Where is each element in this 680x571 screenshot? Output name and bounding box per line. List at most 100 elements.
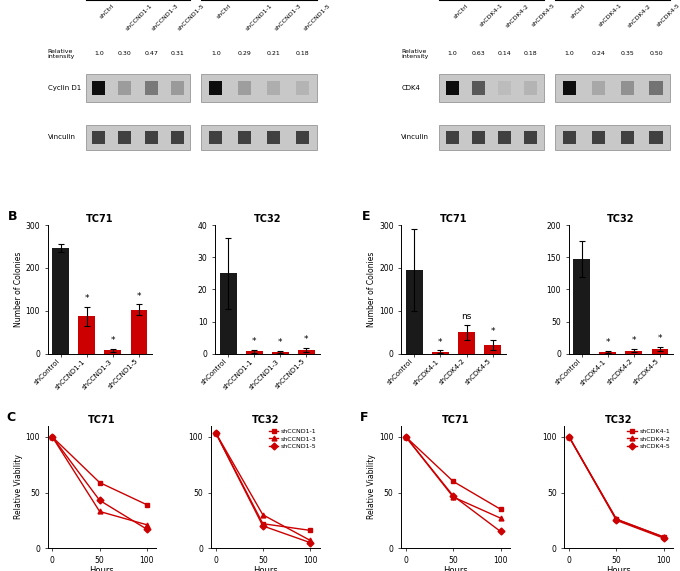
Text: shCDK4-1: shCDK4-1: [598, 3, 624, 28]
shCDK4-5: [660, 534, 668, 541]
Text: C: C: [6, 411, 16, 424]
shCDK4-2: [613, 516, 621, 522]
Bar: [86, 124, 190, 150]
Bar: [439, 74, 544, 102]
Text: *: *: [606, 339, 610, 347]
Text: E: E: [362, 210, 370, 223]
shCDK4-5: [402, 433, 410, 440]
Y-axis label: Number of Colonies: Number of Colonies: [367, 252, 376, 327]
shCDK4-2: [402, 433, 410, 440]
Line: shCDK4-2: shCDK4-2: [403, 435, 503, 521]
Bar: [105, 351, 122, 354]
Bar: [92, 81, 105, 95]
Text: ns: ns: [461, 312, 472, 321]
Bar: [201, 74, 317, 102]
Bar: [621, 81, 634, 95]
shCCND1-3: [96, 508, 104, 515]
Text: 0.63: 0.63: [472, 51, 486, 57]
shCDK4-1: [496, 506, 505, 513]
X-axis label: Hours: Hours: [443, 566, 468, 571]
Title: TC71: TC71: [440, 214, 467, 224]
shCCND1-5: [48, 433, 56, 440]
Bar: [406, 270, 423, 354]
Legend: shCCND1-1, shCCND1-3, shCCND1-5: shCCND1-1, shCCND1-3, shCCND1-5: [269, 429, 316, 449]
Line: shCDK4-1: shCDK4-1: [403, 435, 503, 512]
Line: shCCND1-3: shCCND1-3: [50, 435, 150, 527]
shCCND1-1: [96, 479, 104, 486]
Bar: [484, 345, 501, 354]
Bar: [52, 248, 69, 354]
Title: TC71: TC71: [86, 214, 114, 224]
Title: TC32: TC32: [605, 415, 632, 425]
Text: CDK4: CDK4: [401, 85, 420, 91]
Bar: [118, 131, 131, 144]
Line: shCDK4-2: shCDK4-2: [566, 435, 666, 540]
shCCND1-1: [211, 429, 220, 436]
Text: Relative
intensity: Relative intensity: [401, 49, 428, 59]
shCCND1-3: [143, 521, 151, 528]
shCDK4-2: [565, 433, 573, 440]
shCCND1-5: [143, 526, 151, 533]
Bar: [78, 316, 95, 354]
Line: shCDK4-5: shCDK4-5: [403, 435, 503, 534]
shCDK4-1: [660, 534, 668, 541]
Bar: [563, 131, 576, 144]
Text: shCCND1-1: shCCND1-1: [245, 3, 273, 31]
Text: shCtrl: shCtrl: [569, 3, 586, 19]
shCCND1-5: [96, 497, 104, 504]
Bar: [171, 81, 184, 95]
Text: *: *: [658, 334, 662, 343]
Title: TC32: TC32: [607, 214, 634, 224]
Text: *: *: [137, 292, 141, 300]
shCCND1-1: [306, 527, 314, 534]
Bar: [649, 131, 662, 144]
Text: shCCND1-5: shCCND1-5: [177, 3, 206, 31]
Text: 0.21: 0.21: [267, 51, 280, 57]
Bar: [651, 349, 668, 354]
Line: shCDK4-1: shCDK4-1: [566, 435, 666, 540]
Text: *: *: [304, 335, 309, 344]
Bar: [621, 131, 634, 144]
Bar: [573, 259, 590, 354]
Bar: [563, 81, 576, 95]
Text: Vinculin: Vinculin: [401, 135, 429, 140]
shCDK4-2: [496, 514, 505, 521]
Bar: [171, 131, 184, 144]
Text: 0.50: 0.50: [649, 51, 663, 57]
Bar: [458, 332, 475, 354]
Text: shCtrl: shCtrl: [99, 3, 116, 19]
Bar: [626, 351, 643, 354]
Bar: [439, 124, 544, 150]
Text: 0.18: 0.18: [524, 51, 538, 57]
shCCND1-1: [143, 501, 151, 508]
Text: shCCND1-1: shCCND1-1: [125, 3, 154, 31]
Bar: [118, 81, 131, 95]
Bar: [86, 74, 190, 102]
Bar: [201, 124, 317, 150]
Bar: [238, 131, 251, 144]
shCDK4-2: [449, 493, 458, 500]
X-axis label: Hours: Hours: [253, 566, 277, 571]
shCDK4-5: [496, 528, 505, 535]
Title: TC71: TC71: [88, 415, 116, 425]
Text: 0.30: 0.30: [118, 51, 132, 57]
Text: 0.24: 0.24: [592, 51, 605, 57]
shCCND1-1: [259, 520, 267, 527]
Bar: [524, 81, 537, 95]
X-axis label: Hours: Hours: [90, 566, 114, 571]
Bar: [238, 81, 251, 95]
Bar: [267, 131, 280, 144]
Text: 1.0: 1.0: [211, 51, 220, 57]
Bar: [498, 131, 511, 144]
Bar: [432, 352, 449, 354]
Bar: [472, 81, 485, 95]
X-axis label: Hours: Hours: [607, 566, 631, 571]
Bar: [298, 350, 315, 354]
Bar: [209, 131, 222, 144]
Text: 0.35: 0.35: [620, 51, 634, 57]
shCCND1-5: [211, 429, 220, 436]
Bar: [92, 131, 105, 144]
Bar: [555, 124, 670, 150]
Bar: [498, 81, 511, 95]
Bar: [272, 352, 289, 354]
